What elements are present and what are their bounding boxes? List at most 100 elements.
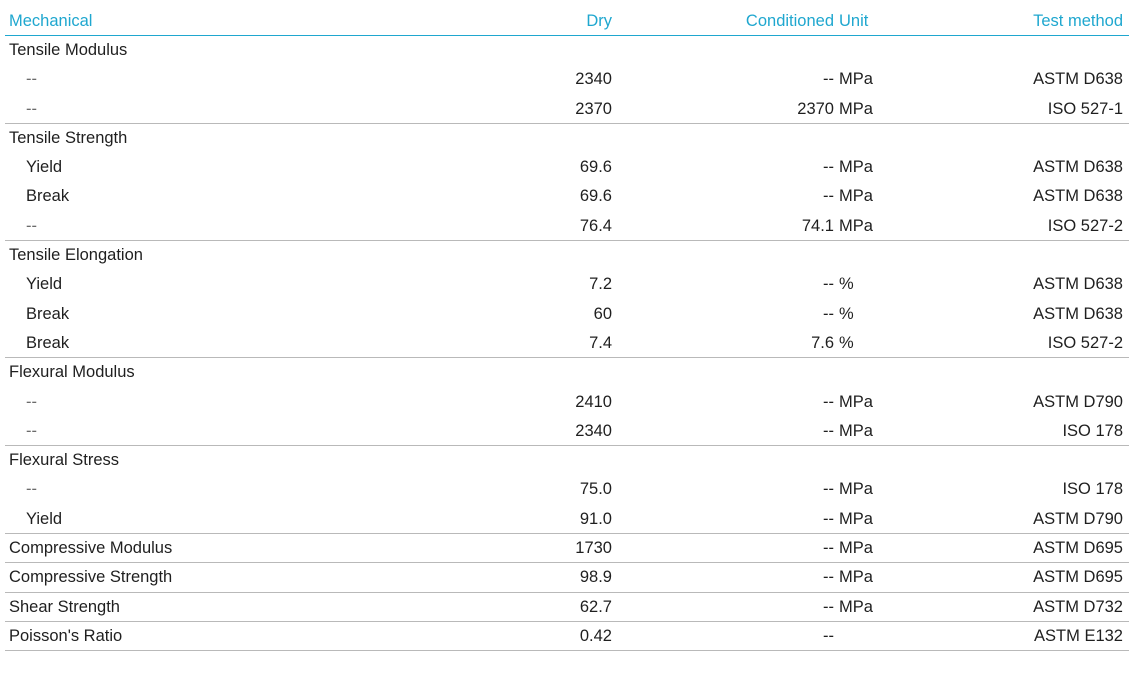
unit-cell: MPa [839,568,873,587]
table-body: Tensile Modulus -- 2340 -- MPa ASTM D638 -- 237… [5,36,1129,652]
conditioned-value-cell: -- [823,421,834,440]
test-method-cell: ISO 178 [1062,421,1123,440]
conditioned-value-cell: -- [823,304,834,323]
property-cell: Compressive Modulus [9,539,173,558]
property-cell: -- [26,392,37,411]
dry-value-cell: 1730 [575,539,612,558]
table-row: -- 2340 -- MPa ASTM D638 [5,65,1129,94]
dry-value-cell: 62.7 [579,597,612,616]
conditioned-value-cell: -- [823,275,834,294]
property-cell: Shear Strength [9,597,120,616]
conditioned-value-cell: -- [823,392,834,411]
conditioned-value-cell: -- [823,480,834,499]
test-method-cell: ISO 527-1 [1047,99,1123,118]
unit-cell: MPa [839,392,873,411]
property-cell: -- [26,70,37,89]
unit-cell: % [839,275,854,294]
test-method-cell: ISO 527-2 [1047,333,1123,352]
unit-cell: MPa [839,70,873,89]
test-method-cell: ASTM D638 [1033,275,1123,294]
property-cell: -- [26,99,37,118]
table-row: -- 75.0 -- MPa ISO 178 [5,475,1129,504]
unit-cell: MPa [839,187,873,206]
header-mechanical: Mechanical [9,12,93,30]
unit-cell: MPa [839,99,873,118]
table-row: -- 2370 2370 MPa ISO 527-1 [5,95,1129,124]
property-cell: Tensile Modulus [9,41,128,59]
test-method-cell: ASTM D638 [1033,70,1123,89]
unit-cell: MPa [839,480,873,499]
group-row: Tensile Elongation [5,241,1129,270]
header-unit: Unit [839,12,869,30]
table-row: Break 60 --% ASTM D638 [5,300,1129,329]
conditioned-value-cell: -- [823,539,834,558]
dry-value-cell: 2370 [575,99,612,118]
property-cell: Tensile Strength [9,128,128,147]
conditioned-value-cell: -- [823,597,834,616]
unit-cell: MPa [839,597,873,616]
table-row: Break 69.6 -- MPa ASTM D638 [5,182,1129,211]
conditioned-value-cell: -- [823,158,834,177]
property-cell: -- [26,421,37,440]
conditioned-value-cell: -- [823,509,834,528]
conditioned-value-cell: 74.1 [801,216,834,235]
dry-value-cell: 2340 [575,421,612,440]
property-cell: Compressive Strength [9,568,173,587]
test-method-cell: ASTM D695 [1033,539,1123,558]
property-cell: Break [26,333,70,352]
table-row: Shear Strength 62.7 -- MPa ASTM D732 [5,593,1129,622]
dry-value-cell: 91.0 [579,509,612,528]
unit-cell: MPa [839,158,873,177]
conditioned-value-cell: -- [823,70,834,89]
test-method-cell: ASTM D638 [1033,187,1123,206]
mechanical-properties-table: Mechanical Dry Conditioned Unit Test met… [5,0,1129,652]
dry-value-cell: 98.9 [579,568,612,587]
group-row: Tensile Modulus [5,36,1129,65]
test-method-cell: ASTM D695 [1033,568,1123,587]
group-row: Flexural Modulus [5,358,1129,387]
table-row: Yield 69.6 -- MPa ASTM D638 [5,153,1129,182]
test-method-cell: ASTM D790 [1033,392,1123,411]
property-cell: Yield [26,509,63,528]
table-row: Break 7.4 7.6% ISO 527-2 [5,329,1129,359]
dry-value-cell: 75.0 [579,480,612,499]
property-cell: Break [26,187,70,206]
table-row: -- 2410 -- MPa ASTM D790 [5,388,1129,417]
dry-value-cell: 76.4 [579,216,612,235]
table-row: Yield 7.2 --% ASTM D638 [5,270,1129,299]
dry-value-cell: 2410 [575,392,612,411]
property-cell: Yield [26,158,63,177]
conditioned-value-cell: -- [823,187,834,206]
table-row: Poisson's Ratio 0.42 -- ASTM E132 [5,622,1129,652]
property-cell: Break [26,304,70,323]
test-method-cell: ASTM D638 [1033,158,1123,177]
property-cell: Flexural Stress [9,451,120,470]
test-method-cell: ASTM E132 [1034,626,1123,645]
group-row: Flexural Stress [5,446,1129,475]
test-method-cell: ASTM D732 [1033,597,1123,616]
conditioned-value-cell: 2370 [797,99,834,118]
dry-value-cell: 2340 [575,70,612,89]
test-method-cell: ISO 178 [1062,480,1123,499]
dry-value-cell: 0.42 [579,626,612,645]
table-row: -- 2340 -- MPa ISO 178 [5,417,1129,447]
table-row: -- 76.4 74.1 MPa ISO 527-2 [5,212,1129,242]
unit-cell: MPa [839,421,873,440]
conditioned-value-cell: 7.6 [811,333,834,352]
unit-cell: MPa [839,509,873,528]
conditioned-value-cell: -- [823,568,834,587]
test-method-cell: ASTM D790 [1033,509,1123,528]
property-cell: -- [26,216,37,235]
unit-cell: % [839,333,854,352]
test-method-cell: ISO 527-2 [1047,216,1123,235]
dry-value-cell: 60 [593,304,612,323]
table-header: Mechanical Dry Conditioned Unit Test met… [5,8,1129,36]
unit-cell: % [839,304,854,323]
property-cell: Tensile Elongation [9,246,143,265]
table-row: Compressive Modulus 1730 -- MPa ASTM D695 [5,534,1129,564]
property-cell: Poisson's Ratio [9,626,123,645]
property-cell: -- [26,480,37,499]
dry-value-cell: 69.6 [579,187,612,206]
conditioned-value-cell: -- [823,626,834,645]
property-cell: Flexural Modulus [9,363,135,382]
